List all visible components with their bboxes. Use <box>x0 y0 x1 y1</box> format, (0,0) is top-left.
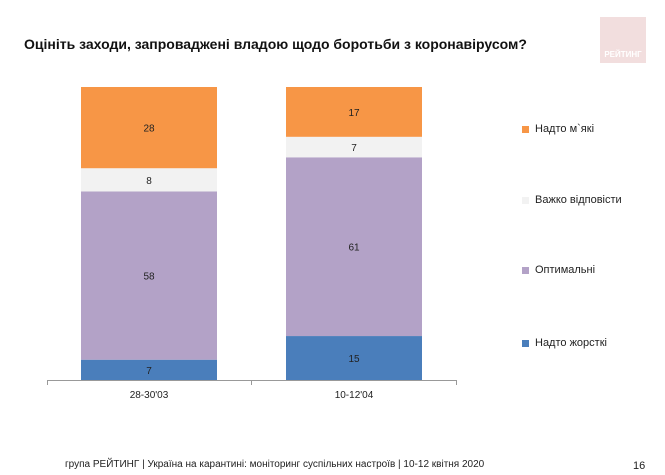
legend-item: Важко відповісти <box>522 194 622 206</box>
legend-item: Надто жорсткі <box>522 337 607 349</box>
footer: група РЕЙТИНГ | Україна на карантині: мо… <box>65 459 485 470</box>
bar-segment <box>286 157 422 337</box>
data-label: 7 <box>351 143 357 154</box>
bar-segment <box>286 336 422 380</box>
logo: РЕЙТИНГ <box>600 17 646 63</box>
legend-swatch <box>522 339 529 347</box>
page-number: 16 <box>633 460 646 472</box>
category-label: 28-30'03 <box>130 390 169 401</box>
legend-label: Важко відповісти <box>535 194 622 206</box>
data-label: 58 <box>143 272 155 283</box>
data-label: 61 <box>348 243 360 254</box>
bar-segment <box>81 191 217 360</box>
legend-label: Надто м`які <box>535 123 595 135</box>
bar-segment <box>81 359 217 380</box>
bar-segment <box>81 87 217 169</box>
legend-swatch <box>522 196 529 204</box>
chart-title: Оцініть заходи, запроваджені владою щодо… <box>24 36 527 52</box>
legend-swatch <box>522 125 529 133</box>
legend-item: Надто м`які <box>522 123 594 135</box>
bar-segment <box>286 87 422 137</box>
logo-text: РЕЙТИНГ <box>604 50 642 59</box>
legend-swatch <box>522 266 529 274</box>
legend-item: Оптимальні <box>522 264 595 276</box>
legend-label: Надто жорсткі <box>535 337 607 349</box>
category-label: 10-12'04 <box>335 390 374 401</box>
data-label: 17 <box>348 108 360 119</box>
data-label: 7 <box>146 366 152 377</box>
data-label: 8 <box>146 176 152 187</box>
data-label: 15 <box>348 354 360 365</box>
data-label: 28 <box>143 124 155 135</box>
legend-label: Оптимальні <box>535 264 596 276</box>
bar-segment <box>286 136 422 158</box>
bar-segment <box>81 168 217 192</box>
